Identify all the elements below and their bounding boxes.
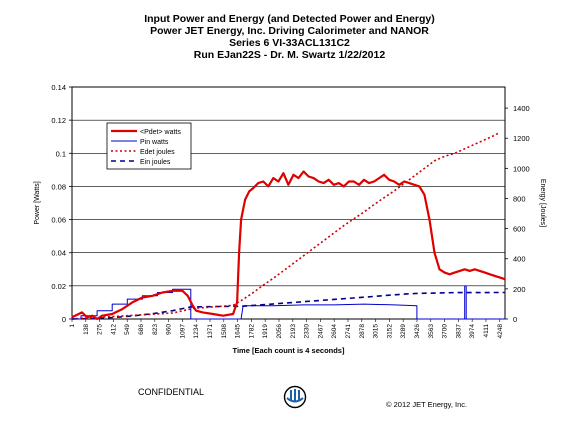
x-tick-label: 960 bbox=[166, 324, 173, 335]
x-tick-label: 2330 bbox=[304, 324, 311, 339]
title-line-1: Input Power and Energy (and Detected Pow… bbox=[144, 13, 435, 25]
y2-tick-label: 800 bbox=[513, 194, 526, 203]
copyright-label: © 2012 JET Energy, Inc. bbox=[386, 400, 468, 409]
x-tick-label: 2056 bbox=[276, 324, 283, 339]
x-tick-label: 549 bbox=[124, 324, 131, 335]
x-tick-label: 1919 bbox=[262, 324, 269, 339]
x-tick-label: 3837 bbox=[455, 324, 462, 339]
confidential-label: CONFIDENTIAL bbox=[138, 387, 205, 397]
y-tick-label: 0.02 bbox=[51, 282, 66, 291]
title-line-3: Series 6 VI-33ACL131C2 bbox=[229, 37, 350, 49]
x-tick-label: 3015 bbox=[373, 324, 380, 339]
y-tick-label: 0.1 bbox=[56, 149, 66, 158]
series-line-1 bbox=[72, 285, 505, 320]
y2-tick-label: 600 bbox=[513, 225, 526, 234]
y-tick-label: 0.04 bbox=[51, 249, 66, 258]
y2-tick-label: 1200 bbox=[513, 134, 530, 143]
x-tick-label: 4248 bbox=[497, 324, 504, 339]
x-tick-label: 686 bbox=[138, 324, 145, 335]
y2-tick-label: 1400 bbox=[513, 104, 530, 113]
title-line-4: Run EJan22S - Dr. M. Swartz 1/22/2012 bbox=[193, 49, 386, 61]
x-tick-label: 2467 bbox=[317, 324, 324, 339]
x-tick-label: 1782 bbox=[248, 324, 255, 339]
x-tick-label: 138 bbox=[83, 324, 90, 335]
y2-axis-label: Energy [Joules] bbox=[539, 179, 546, 227]
series-line-2 bbox=[71, 131, 501, 320]
x-tick-label: 1371 bbox=[207, 324, 214, 339]
legend-label-1: Pin watts bbox=[140, 139, 169, 146]
x-tick-label: 275 bbox=[97, 324, 104, 335]
legend-label-0: <Pdet> watts bbox=[140, 129, 181, 136]
jet-energy-logo-icon bbox=[283, 385, 307, 409]
x-tick-label: 1234 bbox=[193, 324, 200, 339]
y-tick-label: 0.12 bbox=[51, 116, 66, 125]
y-tick-label: 0.14 bbox=[51, 83, 66, 92]
y2-tick-label: 200 bbox=[513, 285, 526, 294]
y-axis-label: Power [Watts] bbox=[34, 181, 41, 224]
y-tick-label: 0.08 bbox=[51, 182, 66, 191]
x-tick-label: 4111 bbox=[483, 324, 490, 338]
x-axis-label: Time [Each count is 4 seconds] bbox=[233, 346, 345, 355]
x-tick-label: 412 bbox=[110, 324, 117, 335]
legend-label-3: Ein joules bbox=[140, 159, 171, 166]
x-tick-label: 2604 bbox=[331, 324, 338, 339]
x-tick-label: 3152 bbox=[386, 324, 393, 339]
plot-area bbox=[71, 86, 506, 320]
x-tick-label: 1508 bbox=[221, 324, 228, 339]
x-tick-label: 3563 bbox=[428, 324, 435, 339]
y2-tick-label: 400 bbox=[513, 255, 526, 264]
y2-tick-label: 1000 bbox=[513, 164, 530, 173]
x-tick-label: 3289 bbox=[400, 324, 407, 339]
y2-tick-label: 0 bbox=[513, 315, 517, 324]
x-tick-label: 1 bbox=[69, 324, 76, 328]
x-tick-label: 3426 bbox=[414, 324, 421, 339]
y-tick-label: 0 bbox=[62, 315, 66, 324]
x-tick-label: 2741 bbox=[345, 324, 352, 339]
x-tick-label: 2193 bbox=[290, 324, 297, 339]
x-tick-label: 1097 bbox=[179, 324, 186, 339]
series-line-0 bbox=[71, 170, 506, 321]
x-tick-label: 3700 bbox=[442, 324, 449, 339]
x-tick-label: 823 bbox=[152, 324, 159, 335]
y-tick-label: 0.06 bbox=[51, 216, 66, 225]
title-line-2: Power JET Energy, Inc. Driving Calorimet… bbox=[150, 25, 429, 37]
legend-label-2: Edet joules bbox=[140, 149, 175, 156]
x-tick-label: 1645 bbox=[235, 324, 242, 339]
x-tick-label: 2878 bbox=[359, 324, 366, 339]
chart-title: Input Power and Energy (and Detected Pow… bbox=[0, 13, 579, 61]
x-tick-label: 3974 bbox=[469, 324, 476, 339]
